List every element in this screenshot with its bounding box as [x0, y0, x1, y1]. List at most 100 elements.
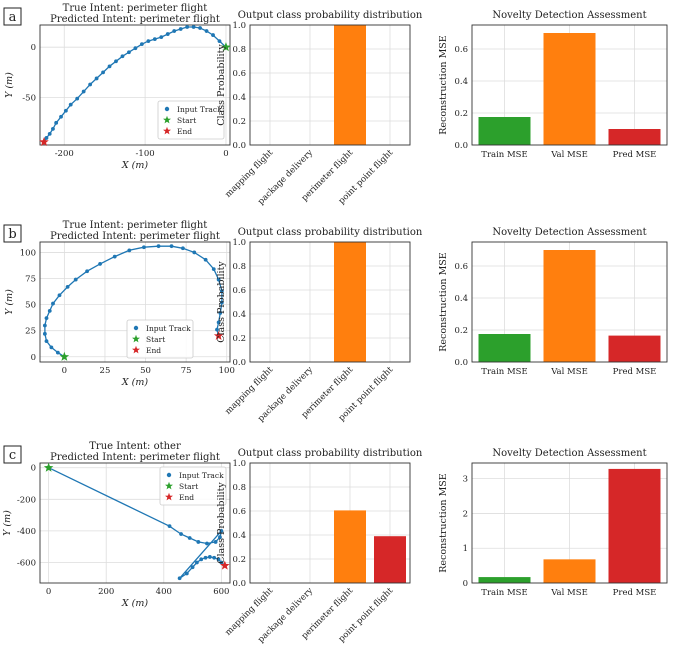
y-tick-label: 0.4: [232, 310, 246, 320]
probs-y-label: Class Probability: [216, 44, 227, 126]
y-tick-label: 0: [463, 579, 468, 589]
y-tick-label: 1.0: [232, 238, 246, 248]
panel-b: b 0 25 50 75 100 0 25 50 75 100 True Intent: perime…: [3, 220, 668, 424]
track-point: [127, 50, 131, 55]
track-point: [120, 54, 125, 59]
track-plot-a: -200 -100 0 -50 0 True Intent: perimeter flig…: [4, 3, 231, 171]
probs-plot-frame: [249, 462, 411, 584]
track-y-label: Y (m): [4, 289, 15, 315]
probs-y-label: Class Probability: [216, 261, 227, 343]
probs-bar: [334, 25, 366, 145]
end-marker: [39, 136, 49, 147]
track-point: [218, 311, 223, 315]
probs-plot-area: [250, 242, 410, 362]
track-point: [42, 323, 47, 328]
legend-label: Input Track: [146, 324, 191, 333]
y-tick-label: 0.2: [454, 326, 468, 336]
track-point: [112, 254, 117, 259]
x-tick-label: 100: [219, 366, 235, 376]
x-tick-label: 400: [156, 587, 172, 597]
track-point: [213, 540, 218, 544]
track-point: [55, 350, 60, 355]
probs-bar: [374, 536, 406, 583]
track-point: [47, 308, 52, 313]
y-tick-label: 0.6: [232, 507, 246, 517]
track-point: [169, 244, 174, 249]
novelty-bar: [608, 129, 661, 145]
track-point: [177, 576, 182, 581]
y-tick-label: 0: [31, 464, 36, 474]
track-title-line: True Intent: other: [89, 441, 181, 452]
legend-label: Start: [177, 116, 196, 125]
track-point: [203, 257, 208, 262]
track-point: [204, 29, 209, 33]
legend-end-marker: [165, 492, 173, 501]
y-tick-label: -400: [17, 527, 36, 537]
track-point: [179, 532, 183, 536]
track-plot-frame: [39, 241, 231, 363]
track-point: [107, 64, 112, 69]
track-point: [51, 126, 55, 131]
legend-start-marker: [132, 334, 140, 343]
track-point: [217, 39, 222, 44]
track-legend: Input Track Start End: [159, 466, 227, 506]
novelty-bar: [478, 334, 531, 362]
y-tick-label: 0.0: [232, 579, 246, 589]
novelty-plot-frame: [471, 462, 668, 584]
track-legend: Input Track Start End: [126, 319, 194, 359]
end-marker: [213, 330, 224, 340]
y-tick-label: 25: [25, 327, 36, 337]
track-point: [65, 284, 70, 289]
novelty-title: Novelty Detection Assessment: [492, 227, 646, 238]
y-tick-label: 1.0: [232, 459, 246, 469]
track-point: [98, 262, 102, 266]
track-point: [219, 300, 224, 305]
panel-letter-text: b: [8, 227, 16, 242]
y-tick-label: 0.0: [454, 141, 468, 151]
track-point: [216, 277, 221, 282]
legend-box: [159, 466, 227, 506]
track-point: [178, 27, 183, 31]
y-tick-label: 0.4: [454, 294, 468, 304]
start-marker: [43, 462, 54, 472]
track-point: [159, 35, 164, 40]
x-category-label: Train MSE: [481, 150, 527, 160]
novelty-plot-c: 0 1 2 3 Train MSE Val MSE Pred MSE Novelty Dete…: [438, 448, 668, 598]
y-tick-label: 1: [463, 544, 468, 554]
track-x-label: X (m): [121, 160, 148, 171]
track-point: [152, 37, 157, 42]
track-point: [156, 244, 161, 249]
track-point: [184, 571, 189, 576]
novelty-bar: [478, 577, 531, 583]
y-tick-label: 1.0: [232, 21, 246, 31]
y-tick-label: 0.2: [232, 334, 246, 344]
panel-letter-c: c: [3, 445, 22, 464]
legend-box: [157, 100, 225, 140]
x-category-label: Val MSE: [550, 588, 588, 598]
x-category-label: Pred MSE: [613, 150, 657, 160]
legend-input-track-marker: [166, 472, 172, 478]
legend-end-marker: [163, 126, 171, 135]
track-point: [219, 289, 224, 293]
end-marker: [220, 560, 230, 570]
track-point: [142, 245, 146, 250]
novelty-y-label: Reconstruction MSE: [438, 252, 449, 352]
track-point: [211, 33, 215, 37]
y-tick-label: 0.8: [232, 262, 246, 272]
y-tick-label: 0.0: [232, 358, 246, 368]
novelty-title: Novelty Detection Assessment: [492, 448, 646, 459]
legend-label: End: [146, 346, 161, 355]
track-title-line: Predicted Intent: perimeter flight: [50, 452, 220, 463]
x-tick-label: 50: [140, 366, 151, 376]
track-title-line: Predicted Intent: perimeter flight: [50, 14, 220, 25]
probs-y-label: Class Probability: [216, 482, 227, 564]
panel-letter-text: a: [9, 10, 17, 25]
y-tick-label: 0: [31, 43, 36, 53]
legend-input-track-marker: [133, 325, 139, 331]
novelty-bar: [608, 468, 661, 583]
track-point: [75, 96, 80, 101]
track-point: [207, 555, 212, 559]
track-point: [187, 536, 192, 540]
track-point: [165, 32, 170, 36]
